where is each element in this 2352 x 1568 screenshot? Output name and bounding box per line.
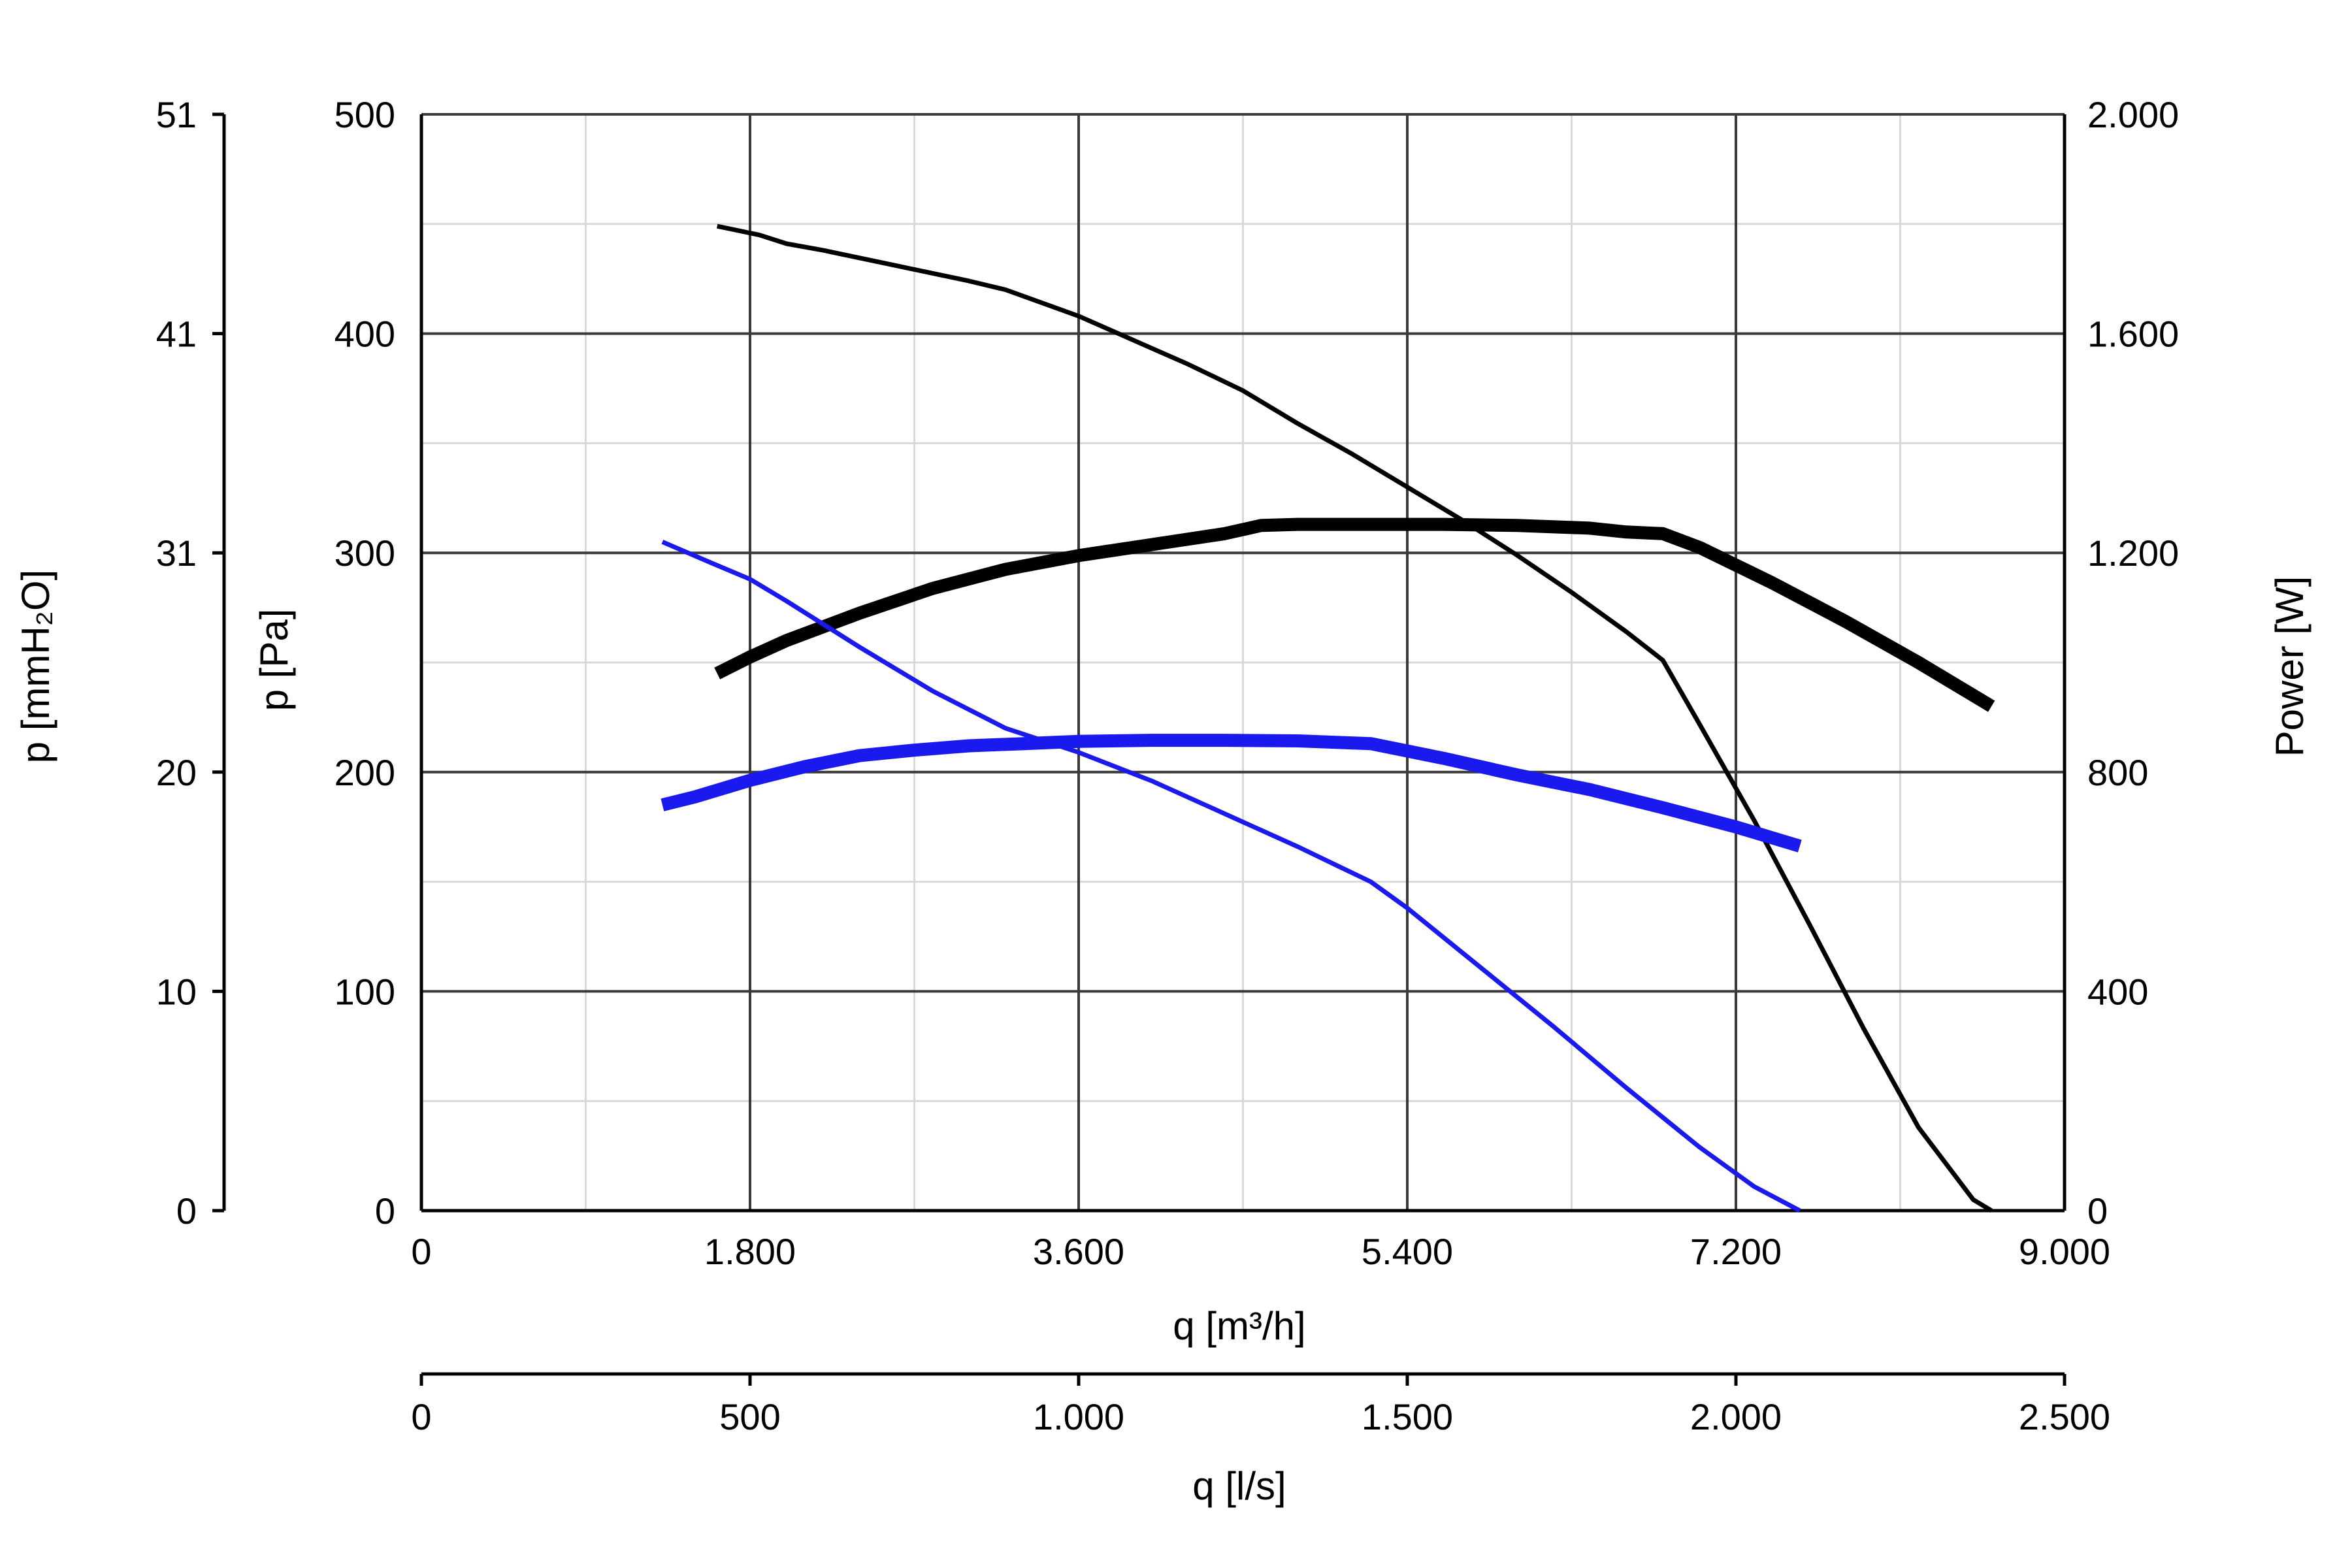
x-tick-label: 5.400 [1362, 1231, 1453, 1272]
y-left-tick-label: 20 [156, 752, 197, 793]
x2-tick-label: 1.000 [1033, 1396, 1124, 1437]
y-tick-label: 500 [335, 94, 395, 135]
x2-tick-label: 0 [411, 1396, 431, 1437]
y-right-tick-label: 400 [2087, 971, 2148, 1012]
y-tick-label: 300 [335, 532, 395, 574]
x2-tick-label: 1.500 [1362, 1396, 1453, 1437]
series-line-power-black [714, 517, 1995, 712]
x-tick-label: 0 [411, 1231, 431, 1272]
y-axis-label: p [Pa] [252, 609, 296, 711]
x2-tick-label: 2.500 [2019, 1396, 2110, 1437]
y-tick-label: 400 [335, 314, 395, 355]
axes [212, 112, 2066, 1386]
y-right-tick-label: 1.600 [2087, 314, 2179, 355]
x-tick-label: 7.200 [1690, 1231, 1782, 1272]
series-line-pressure-black [716, 223, 1993, 1213]
y-tick-label: 0 [375, 1190, 395, 1232]
y-left-axis-label: p [mmH₂O] [14, 570, 57, 764]
x2-tick-label: 2.000 [1690, 1396, 1782, 1437]
x-tick-label: 3.600 [1033, 1231, 1124, 1272]
minor-grid [421, 114, 2065, 1211]
y-right-tick-label: 800 [2087, 752, 2148, 793]
x-tick-label: 9.000 [2019, 1231, 2110, 1272]
y-tick-label: 200 [335, 752, 395, 793]
y-right-tick-label: 2.000 [2087, 94, 2179, 135]
y-right-axis-label: Power [W] [2268, 576, 2311, 757]
y-left-tick-label: 0 [176, 1190, 197, 1232]
series-layer [661, 223, 1995, 1213]
y-tick-label: 100 [335, 971, 395, 1012]
x-tick-label: 1.800 [704, 1231, 796, 1272]
y-right-tick-label: 1.200 [2087, 532, 2179, 574]
y-right-tick-label: 0 [2087, 1190, 2108, 1232]
x2-axis-label: q [l/s] [1192, 1464, 1286, 1508]
y-left-tick-label: 31 [156, 532, 197, 574]
x-axis-label: q [m³/h] [1173, 1304, 1305, 1348]
y-left-tick-label: 10 [156, 971, 197, 1012]
y-left-tick-label: 41 [156, 314, 197, 355]
x2-tick-label: 500 [719, 1396, 780, 1437]
y-left-tick-label: 51 [156, 94, 197, 135]
series-line-pressure-blue [661, 540, 1801, 1213]
series-line-power-blue [661, 734, 1802, 853]
